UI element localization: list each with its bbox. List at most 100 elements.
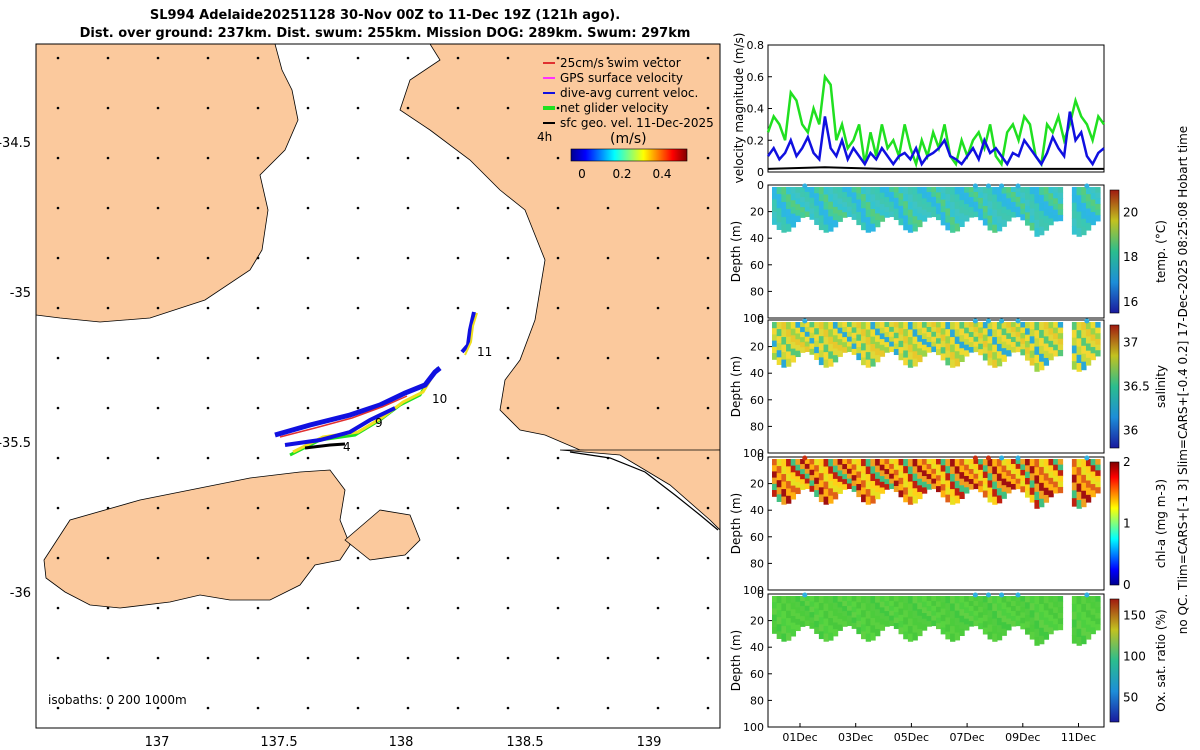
cell-0-30-1	[912, 194, 918, 203]
cell-2-0-1	[772, 465, 778, 473]
cell-3-56-5	[1034, 636, 1040, 646]
cell-3-57-3	[1039, 619, 1045, 629]
cell-1-67-5	[1085, 357, 1092, 366]
cell-3-17-2	[851, 606, 857, 613]
cell-1-58-5	[1043, 357, 1050, 366]
cell-3-47-2	[992, 611, 998, 620]
cell-2-61-3	[1057, 475, 1064, 482]
geo-dot-75	[306, 306, 310, 310]
cell-2-16-4	[846, 478, 853, 485]
cell-3-47-0	[992, 596, 998, 605]
cell-3-17-3	[851, 612, 857, 619]
cell-2-0-5	[772, 490, 778, 497]
surface-dot-0-5	[1084, 183, 1090, 189]
geo-dot-84	[56, 356, 60, 360]
ptick-0-4: 80	[750, 285, 764, 298]
geo-dot-85	[106, 356, 110, 360]
cell-3-58-2	[1043, 610, 1050, 619]
cell-2-14-4	[837, 481, 843, 489]
cell-3-11-2	[823, 611, 829, 620]
cell-1-28-3	[903, 343, 909, 352]
cell-3-60-4	[1053, 618, 1059, 625]
cell-3-67-2	[1085, 610, 1092, 619]
cell-3-14-2	[837, 607, 843, 614]
cell-1-13-3	[832, 341, 839, 350]
cell-3-55-2	[1029, 610, 1035, 619]
cell-1-64-3	[1071, 345, 1078, 354]
cell-3-38-0	[950, 596, 956, 605]
cell-0-69-3	[1095, 203, 1101, 211]
geo-dot-132	[356, 506, 360, 510]
cell-2-55-4	[1029, 487, 1035, 496]
cell-0-50-4	[1006, 209, 1012, 216]
geo-dot-16	[156, 106, 160, 110]
cell-0-40-0	[959, 187, 965, 195]
cell-1-31-1	[917, 328, 923, 336]
cell-2-48-1	[996, 466, 1003, 475]
cell-0-56-2	[1034, 203, 1040, 213]
cell-3-49-4	[1001, 622, 1007, 630]
cell-3-55-5	[1029, 631, 1035, 640]
xtick-1: 03Dec	[838, 731, 873, 744]
cell-2-34-3	[931, 473, 937, 480]
cell-0-60-3	[1053, 203, 1059, 211]
cell-3-3-5	[786, 632, 792, 641]
geo-dot-141	[106, 556, 110, 560]
cell-2-24-2	[884, 469, 890, 475]
cell-0-3-1	[786, 194, 792, 203]
cell-0-18-5	[856, 218, 862, 226]
cell-2-18-1	[856, 465, 862, 473]
cell-0-65-1	[1076, 195, 1082, 204]
geo-dot-66	[556, 256, 560, 260]
cell-3-55-4	[1029, 624, 1035, 633]
geo-dot-147	[406, 556, 410, 560]
cell-1-15-4	[842, 342, 848, 348]
colorbar-tick-0-1: 18	[1123, 250, 1138, 264]
cell-1-55-2	[1029, 336, 1035, 345]
cell-0-43-1	[973, 191, 979, 198]
cell-2-50-5	[1006, 487, 1012, 494]
cell-3-22-5	[875, 629, 881, 637]
cell-3-16-3	[846, 610, 853, 617]
geo-dot-140	[56, 556, 60, 560]
cell-0-23-0	[879, 187, 886, 194]
cell-3-2-0	[781, 596, 787, 605]
cell-0-20-4	[865, 217, 871, 226]
cell-2-27-2	[898, 471, 904, 479]
cell-2-3-0	[786, 459, 792, 467]
cell-3-34-3	[931, 610, 937, 617]
geo-dot-170	[156, 656, 160, 660]
cell-3-25-0	[889, 596, 895, 602]
cell-3-67-0	[1085, 596, 1092, 604]
geo-dot-80	[556, 306, 560, 310]
cell-2-28-1	[903, 466, 909, 474]
cell-3-54-4	[1025, 621, 1031, 629]
cell-2-67-0	[1085, 459, 1092, 467]
cell-2-65-4	[1076, 491, 1082, 501]
geo-dot-188	[356, 706, 360, 710]
cell-0-64-4	[1071, 218, 1078, 227]
cell-1-40-0	[959, 322, 965, 330]
geo-dot-0	[56, 56, 60, 60]
cell-0-39-1	[954, 194, 961, 203]
cell-2-18-4	[856, 484, 862, 491]
cell-1-50-3	[1006, 338, 1012, 346]
cell-3-16-5	[846, 620, 853, 627]
cell-0-57-0	[1039, 187, 1045, 196]
cell-3-9-1	[814, 602, 820, 610]
cell-2-30-0	[912, 459, 918, 467]
cell-0-36-1	[940, 193, 946, 201]
geo-dot-128	[156, 506, 160, 510]
cell-2-20-1	[865, 466, 871, 475]
ptick-3-5: 100	[743, 721, 764, 734]
cell-1-44-5	[978, 349, 984, 356]
cell-2-38-3	[950, 481, 956, 490]
cell-0-29-2	[907, 202, 914, 211]
cell-3-35-5	[936, 623, 942, 630]
geo-dot-67	[606, 256, 610, 260]
cell-1-57-0	[1039, 322, 1045, 331]
cell-1-39-1	[954, 329, 961, 338]
cell-2-46-2	[987, 473, 993, 482]
cell-2-23-5	[879, 487, 886, 494]
cell-3-37-1	[945, 603, 951, 611]
